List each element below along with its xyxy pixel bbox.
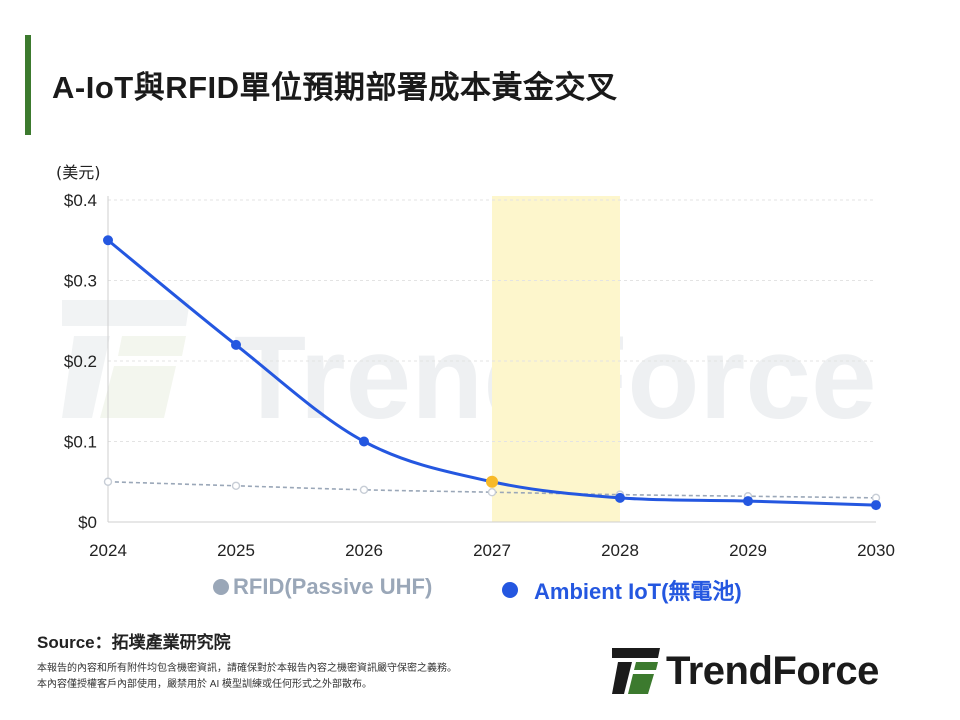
crossover-point: [486, 475, 498, 488]
point-ambient-iot-2025: [231, 339, 241, 350]
y-unit-label: (美元): [56, 163, 101, 182]
legend-ambient-iot-label: Ambient IoT(無電池): [534, 579, 742, 604]
point-ambient-iot-2028: [615, 492, 625, 503]
page-title: A-IoT與RFID單位預期部署成本黃金交叉: [52, 70, 618, 105]
disclaimer-line-2: 本內容僅授權客戶內部使用，嚴禁用於 AI 模型訓練或任何形式之外部散布。: [37, 679, 373, 690]
y-tick-label: $0.4: [64, 191, 97, 210]
point-ambient-iot-2024: [103, 235, 113, 246]
point-ambient-iot-2026: [359, 436, 369, 447]
point-ambient-iot-2029: [743, 496, 753, 507]
legend-rfid-dot-icon: [213, 579, 229, 595]
legend-item-ambient-iot: Ambient IoT(無電池): [502, 574, 742, 606]
x-tick-label: 2028: [601, 541, 639, 560]
disclaimer-line-1: 本報告的內容和所有附件均包含機密資訊，請確保對於本報告內容之機密資訊嚴守保密之義…: [37, 663, 457, 674]
watermark: TrendForce: [62, 300, 877, 444]
logo-text: TrendForce: [666, 648, 879, 693]
y-tick-label: $0.1: [64, 433, 97, 452]
x-tick-label: 2025: [217, 541, 255, 560]
title-accent-bar: [25, 35, 31, 135]
point-rfid-2026: [359, 485, 369, 494]
x-tick-label: 2027: [473, 541, 511, 560]
x-tick-label: 2026: [345, 541, 383, 560]
x-tick-label: 2029: [729, 541, 767, 560]
y-tick-label: $0.2: [64, 352, 97, 371]
source-note: Source：拓墣產業研究院: [37, 633, 231, 652]
x-tick-label: 2030: [857, 541, 895, 560]
y-tick-label: $0: [78, 513, 97, 532]
trendforce-logo-icon: [612, 648, 660, 694]
legend-rfid-label: RFID(Passive UHF): [233, 574, 433, 599]
point-rfid-2027: [487, 488, 497, 497]
point-rfid-2025: [231, 481, 241, 490]
watermark-logo-stem: [62, 336, 110, 418]
watermark-logo-green-2: [100, 366, 176, 418]
highlight-band: [492, 196, 620, 522]
watermark-logo-bar: [62, 300, 190, 326]
point-ambient-iot-2030: [871, 500, 881, 511]
legend: RFID(Passive UHF) Ambient IoT(無電池): [0, 574, 960, 608]
y-tick-label: $0.3: [64, 272, 97, 291]
watermark-logo-green-1: [118, 336, 186, 356]
x-tick-label: 2024: [89, 541, 127, 560]
point-rfid-2024: [103, 477, 113, 486]
legend-item-rfid: RFID(Passive UHF): [213, 574, 432, 600]
trendforce-logo: TrendForce: [612, 646, 879, 696]
legend-ambient-iot-dot-icon: [502, 582, 518, 598]
